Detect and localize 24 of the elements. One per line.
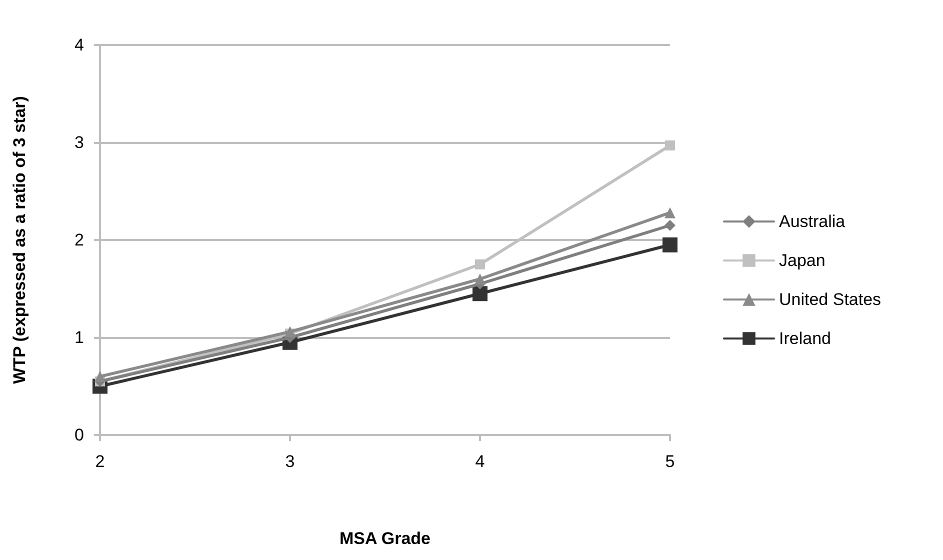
legend-label: United States xyxy=(779,290,882,309)
point xyxy=(664,220,676,231)
legend-label: Ireland xyxy=(779,329,831,348)
point xyxy=(665,140,675,150)
x-tick-label: 4 xyxy=(475,452,485,471)
point xyxy=(475,259,485,270)
legend-label: Australia xyxy=(779,212,846,231)
y-tick-label: 4 xyxy=(74,36,84,54)
point xyxy=(664,207,676,218)
point xyxy=(284,326,296,338)
y-tick-label: 0 xyxy=(74,426,84,444)
point xyxy=(662,237,678,252)
x-tick-label: 5 xyxy=(665,452,675,471)
x-tick-label: 3 xyxy=(285,452,295,471)
y-axis-title: WTP (expressed as a ratio of 3 star) xyxy=(10,96,29,384)
y-tick-label: 2 xyxy=(74,230,84,250)
x-tick-label: 2 xyxy=(95,452,105,471)
y-tick-label: 3 xyxy=(74,133,84,152)
legend-label: Japan xyxy=(779,251,826,270)
y-tick-label: 1 xyxy=(74,328,84,347)
x-axis-title: MSA Grade xyxy=(339,529,431,548)
point xyxy=(472,286,488,302)
point xyxy=(94,371,106,382)
point xyxy=(474,274,486,284)
